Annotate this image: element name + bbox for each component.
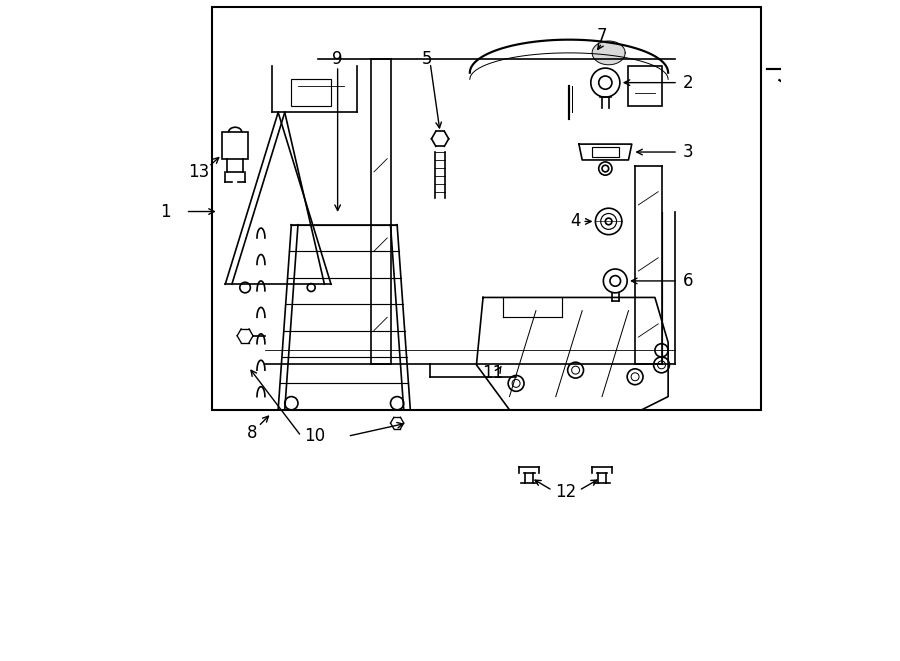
Text: 10: 10 xyxy=(304,427,325,446)
Text: 12: 12 xyxy=(555,483,576,502)
Text: 4: 4 xyxy=(571,212,580,231)
Bar xyxy=(292,79,331,106)
Text: 7: 7 xyxy=(597,27,608,46)
Bar xyxy=(592,147,618,157)
Text: 9: 9 xyxy=(332,50,343,69)
Text: 11: 11 xyxy=(482,364,504,383)
Bar xyxy=(628,66,662,106)
Text: 1: 1 xyxy=(160,202,171,221)
Bar xyxy=(212,7,760,410)
Text: 3: 3 xyxy=(682,143,693,161)
Polygon shape xyxy=(592,41,626,65)
Text: 13: 13 xyxy=(188,163,210,181)
Text: 6: 6 xyxy=(683,272,693,290)
Text: 5: 5 xyxy=(421,50,432,69)
Text: 8: 8 xyxy=(247,424,257,442)
Bar xyxy=(222,132,248,159)
Text: 2: 2 xyxy=(682,73,693,92)
